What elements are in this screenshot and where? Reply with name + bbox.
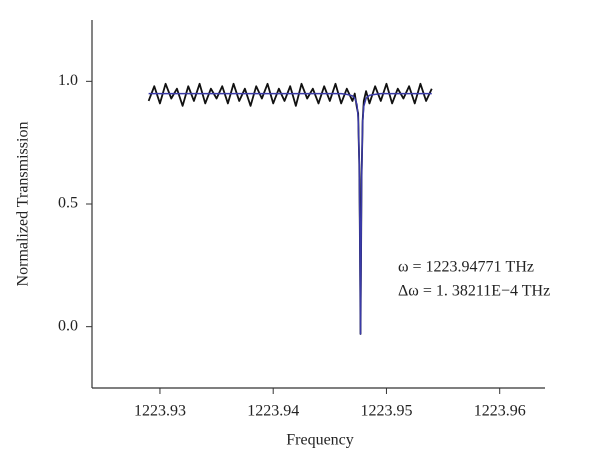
series-line bbox=[147, 82, 433, 335]
x-tick-label: 1223.96 bbox=[474, 403, 526, 420]
y-axis-title: Normalized Transmission bbox=[15, 122, 32, 287]
x-tick-label: 1223.94 bbox=[247, 403, 299, 420]
y-tick-label: 0.5 bbox=[58, 195, 78, 212]
annotation: ω = 1223.94771 THz bbox=[398, 259, 534, 276]
x-tick-label: 1223.93 bbox=[134, 403, 186, 420]
x-tick-label: 1223.95 bbox=[360, 403, 412, 420]
annotation: Δω = 1. 38211E−4 THz bbox=[398, 283, 550, 300]
y-tick-label: 0.0 bbox=[58, 317, 78, 334]
series-line bbox=[148, 92, 432, 335]
x-axis-title: Frequency bbox=[286, 432, 354, 449]
y-tick-label: 1.0 bbox=[58, 72, 78, 89]
